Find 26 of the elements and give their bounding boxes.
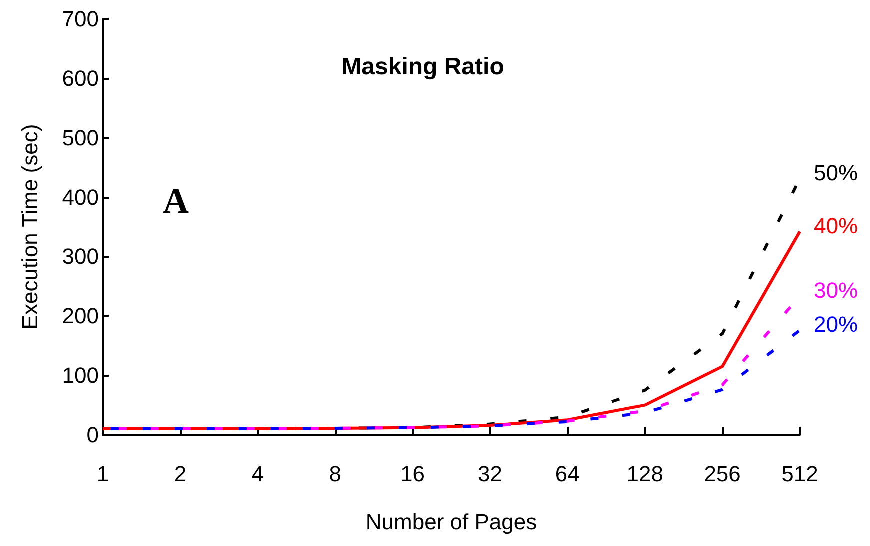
x-tick-label: 2 xyxy=(174,462,187,486)
series-label: 20% xyxy=(814,312,858,337)
series-label: 40% xyxy=(814,213,858,238)
series-label: 30% xyxy=(814,278,858,304)
x-tick-label: 128 xyxy=(626,462,664,486)
x-tick-label: 32 xyxy=(478,462,502,486)
y-tick-label: 200 xyxy=(62,304,99,329)
x-tick-label: 1 xyxy=(96,462,110,486)
x-tick-label: 16 xyxy=(400,462,426,486)
text: Masking Ratio xyxy=(342,54,504,80)
x-tick-label: 256 xyxy=(704,462,741,486)
y-tick-label: 700 xyxy=(62,6,99,32)
x-tick-label: 512 xyxy=(782,462,818,486)
x-axis-title: Number of Pages xyxy=(366,510,538,534)
y-tick-label: 500 xyxy=(62,125,99,150)
x-tick-label: 4 xyxy=(252,462,264,486)
y-tick-label: 0 xyxy=(86,422,99,448)
y-tick-label: 300 xyxy=(62,244,99,270)
y-tick-label: 100 xyxy=(62,363,99,388)
series-label: 50% xyxy=(814,160,858,186)
x-tick-label: 8 xyxy=(329,462,342,486)
annotation: A xyxy=(163,181,189,221)
y-tick-label: 400 xyxy=(62,184,99,210)
y-tick-label: 600 xyxy=(62,66,99,91)
x-tick-label: 64 xyxy=(555,462,580,486)
y-axis-title: Execution Time (sec) xyxy=(18,124,42,330)
